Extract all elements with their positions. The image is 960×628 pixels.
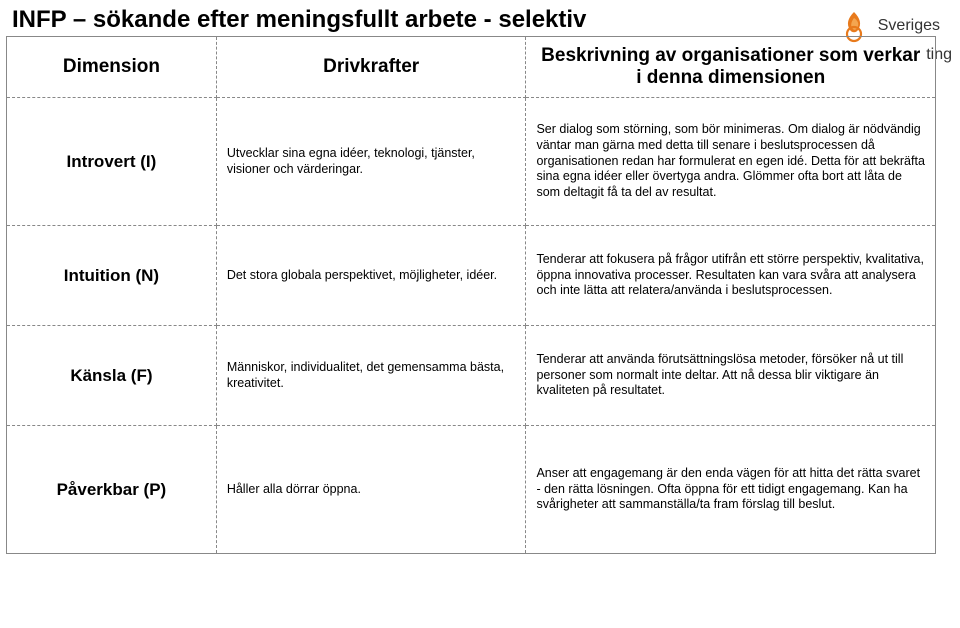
table-row: Intuition (N) Det stora globala perspekt…: [7, 226, 936, 326]
beskrivning-cell: Tenderar att använda förutsättningslösa …: [526, 326, 936, 426]
dimension-cell: Påverkbar (P): [7, 426, 217, 554]
table-header-row: Dimension Drivkrafter Beskrivning av org…: [7, 37, 936, 98]
drivkrafter-cell: Utvecklar sina egna idéer, teknologi, tj…: [216, 98, 526, 226]
table-row: Känsla (F) Människor, individualitet, de…: [7, 326, 936, 426]
dimension-cell: Intuition (N): [7, 226, 217, 326]
drivkrafter-cell: Människor, individualitet, det gemensamm…: [216, 326, 526, 426]
page-title: INFP – sökande efter meningsfullt arbete…: [12, 6, 586, 34]
header-drivkrafter: Drivkrafter: [216, 37, 526, 98]
infp-table: Dimension Drivkrafter Beskrivning av org…: [6, 36, 936, 554]
drivkrafter-cell: Det stora globala perspektivet, möjlighe…: [216, 226, 526, 326]
drivkrafter-cell: Håller alla dörrar öppna.: [216, 426, 526, 554]
beskrivning-cell: Ser dialog som störning, som bör minimer…: [526, 98, 936, 226]
beskrivning-cell: Anser att engagemang är den enda vägen f…: [526, 426, 936, 554]
table-row: Introvert (I) Utvecklar sina egna idéer,…: [7, 98, 936, 226]
brand-text: Sveriges: [878, 18, 940, 35]
header-beskrivning: Beskrivning av organisationer som verkar…: [526, 37, 936, 98]
beskrivning-cell: Tenderar att fokusera på frågor utifrån …: [526, 226, 936, 326]
table-row: Påverkbar (P) Håller alla dörrar öppna. …: [7, 426, 936, 554]
dimension-cell: Känsla (F): [7, 326, 217, 426]
header-dimension: Dimension: [7, 37, 217, 98]
dimension-cell: Introvert (I): [7, 98, 217, 226]
